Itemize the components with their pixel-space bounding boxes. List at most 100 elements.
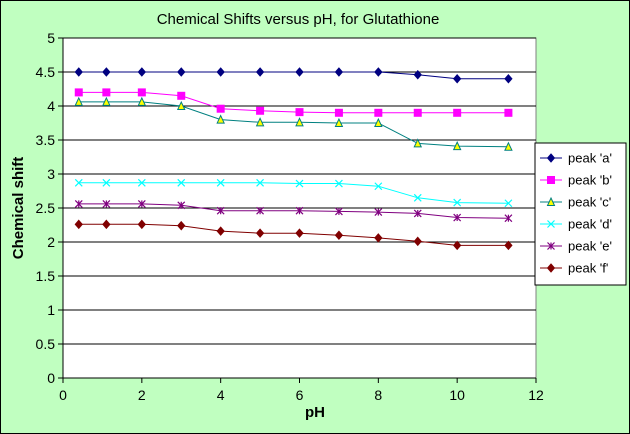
data-point-stroke <box>374 182 383 191</box>
series-line <box>78 91 509 114</box>
y-tick-label: 0.5 <box>36 336 56 352</box>
data-point-stroke <box>102 178 111 187</box>
data-point <box>453 213 462 222</box>
series <box>74 67 513 84</box>
data-point <box>504 74 513 84</box>
series <box>74 88 513 117</box>
data-point <box>374 182 383 191</box>
data-point <box>102 96 111 106</box>
data-point <box>177 91 186 100</box>
data-point <box>137 88 146 97</box>
y-tick-label: 1 <box>47 302 55 318</box>
x-tick-label: 4 <box>217 387 225 403</box>
data-point <box>256 178 265 187</box>
data-point <box>413 236 422 247</box>
legend-items: peak 'a' peak 'b' peak 'c' peak 'd' peak 'e'… <box>540 151 612 276</box>
data-point <box>295 206 304 215</box>
data-point <box>102 88 111 97</box>
data-point <box>374 117 383 127</box>
legend-entry: peak 'f' <box>540 261 608 276</box>
data-point-stroke <box>137 178 146 187</box>
x-tick-label: 0 <box>59 387 67 403</box>
y-tick-label: 4.5 <box>36 64 56 80</box>
chart-title: Chemical Shifts versus pH, for Glutathio… <box>157 11 440 28</box>
data-point <box>504 240 513 251</box>
legend-entry: peak 'd' <box>540 217 612 232</box>
y-tick-label: 5 <box>47 30 55 46</box>
series-line <box>78 71 509 80</box>
data-point <box>295 67 304 77</box>
data-point <box>453 108 462 117</box>
legend-label: peak 'd' <box>568 217 612 232</box>
data-point <box>177 178 186 187</box>
data-point-stroke <box>216 178 225 187</box>
series-layer <box>74 67 513 251</box>
data-point <box>137 219 146 230</box>
data-point <box>546 196 556 206</box>
data-point <box>216 178 225 187</box>
legend: peak 'a' peak 'b' peak 'c' peak 'd' peak 'e'… <box>534 142 627 286</box>
data-point <box>177 201 186 210</box>
data-point <box>137 199 146 208</box>
series <box>74 96 513 151</box>
data-point <box>334 230 344 240</box>
data-point <box>504 199 513 208</box>
y-tick-label: 2.5 <box>36 200 56 216</box>
series-line <box>78 101 509 148</box>
data-point <box>295 228 304 238</box>
data-point <box>74 88 83 97</box>
data-point <box>547 176 555 184</box>
legend-entry: peak 'b' <box>540 173 612 188</box>
data-point <box>102 219 111 230</box>
y-tick-label: 2 <box>47 234 55 250</box>
legend-entry: peak 'e' <box>540 239 612 254</box>
data-point <box>255 117 265 127</box>
legend-label: peak 'c' <box>568 195 611 210</box>
data-point <box>453 240 462 251</box>
series-line <box>78 203 509 219</box>
series-line <box>78 223 509 246</box>
y-tick-label: 1.5 <box>36 268 56 284</box>
data-point-stroke <box>413 193 422 202</box>
axes: 0 0.5 1 1.5 2 2.5 3 3.5 4 4.5 5 0 2 4 6 8 10 12 <box>36 30 544 403</box>
data-point <box>74 199 83 208</box>
data-point <box>504 214 513 223</box>
data-point <box>137 178 146 187</box>
x-axis-title: pH <box>305 404 325 421</box>
data-point <box>137 67 146 77</box>
x-tick-label: 8 <box>374 387 382 403</box>
data-point <box>216 104 225 113</box>
data-point <box>334 207 343 216</box>
legend-label: peak 'a' <box>568 151 612 166</box>
data-point <box>295 179 304 188</box>
data-point <box>74 96 84 106</box>
data-point <box>74 219 83 230</box>
data-point <box>256 206 265 215</box>
data-point <box>216 67 225 77</box>
data-point <box>374 208 383 217</box>
data-point-stroke <box>547 220 555 228</box>
data-point <box>176 100 186 110</box>
data-point <box>334 67 344 77</box>
data-point <box>102 199 111 208</box>
data-point <box>452 140 462 151</box>
data-point <box>413 209 422 218</box>
y-tick-label: 3.5 <box>36 132 56 148</box>
data-point <box>546 153 556 163</box>
legend-box <box>534 142 627 286</box>
data-point <box>547 220 555 228</box>
x-tick-label: 6 <box>296 387 304 403</box>
data-point-stroke <box>295 179 304 188</box>
data-point <box>413 108 422 117</box>
data-point <box>295 117 304 127</box>
data-point <box>102 67 111 77</box>
y-tick-label: 0 <box>47 370 55 386</box>
data-point <box>504 141 513 151</box>
series <box>74 178 513 208</box>
data-point <box>413 69 422 80</box>
data-point <box>74 178 83 187</box>
legend-entry: peak 'c' <box>540 195 611 210</box>
data-point <box>546 263 556 273</box>
data-point-stroke <box>504 199 513 208</box>
data-point <box>453 74 462 84</box>
